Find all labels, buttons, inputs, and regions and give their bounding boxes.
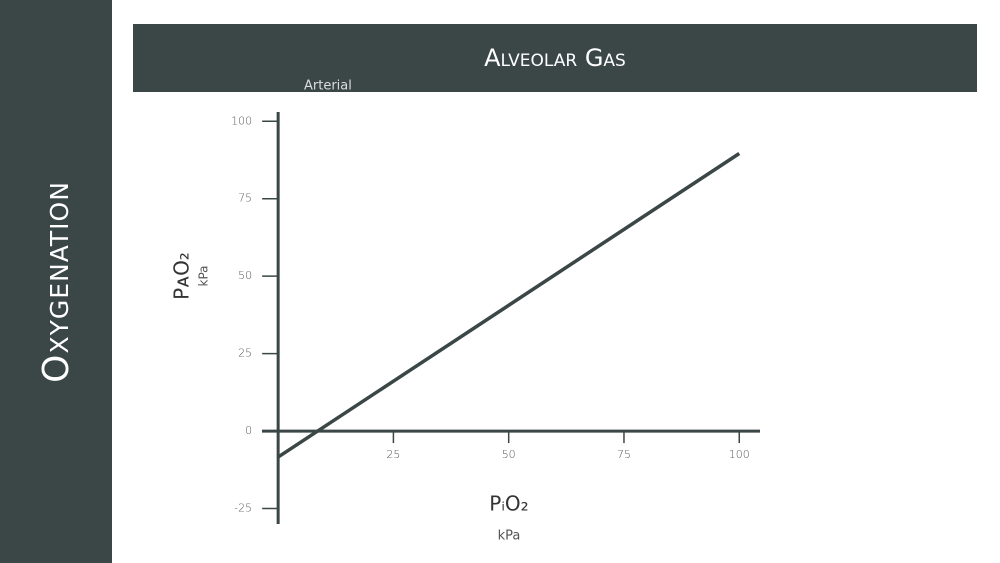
y-tick-label: -25: [234, 502, 252, 515]
y-axis-label: PᴀO₂: [170, 252, 194, 300]
sidebar: [0, 0, 112, 563]
y-axis-unit: kPa: [197, 266, 211, 287]
sidebar-title: Oxygenation: [36, 181, 77, 383]
x-tick-label: 25: [386, 448, 400, 461]
annotation: Arterial: [304, 79, 352, 94]
y-tick-label: 50: [238, 269, 252, 282]
x-axis-unit: kPa: [498, 529, 521, 544]
x-tick-label: 50: [502, 448, 516, 461]
chart-title: Alveolar Gas: [484, 44, 626, 72]
y-tick-label: 75: [238, 192, 252, 205]
header-bar: [133, 24, 977, 92]
y-tick-label: 0: [245, 424, 252, 437]
data-line: [277, 152, 741, 459]
x-axis-label: PᵢO₂: [489, 492, 528, 516]
y-tick-label: 25: [238, 347, 252, 360]
x-tick-label: 100: [729, 448, 750, 461]
x-tick-label: 75: [617, 448, 631, 461]
y-tick-label: 100: [231, 114, 252, 127]
